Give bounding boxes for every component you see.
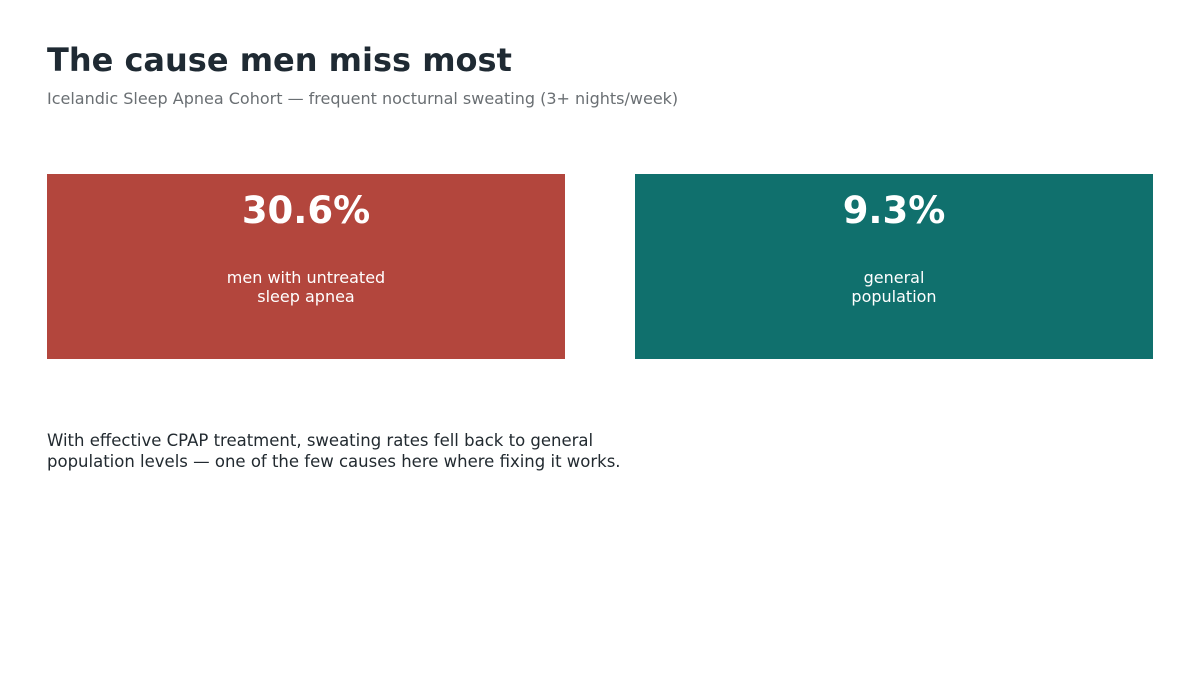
stat-value: 9.3%: [842, 189, 946, 232]
stat-label: men with untreated sleep apnea: [47, 268, 565, 306]
footnote-line: With effective CPAP treatment, sweating …: [47, 431, 594, 450]
stat-label: general population: [635, 268, 1153, 306]
page-title: The cause men miss most: [47, 41, 512, 79]
stat-card-untreated-apnea: 30.6% men with untreated sleep apnea: [47, 174, 565, 359]
stat-label-line: population: [851, 287, 937, 306]
stat-label-line: sleep apnea: [257, 287, 355, 306]
stat-label-line: men with untreated: [226, 268, 386, 287]
stat-value: 30.6%: [241, 189, 371, 232]
footnote-line: population levels — one of the few cause…: [47, 452, 621, 471]
footnote: With effective CPAP treatment, sweating …: [47, 430, 621, 472]
page-subtitle: Icelandic Sleep Apnea Cohort — frequent …: [47, 89, 679, 108]
stat-label-line: general: [863, 268, 925, 287]
stat-card-general-population: 9.3% general population: [635, 174, 1153, 359]
